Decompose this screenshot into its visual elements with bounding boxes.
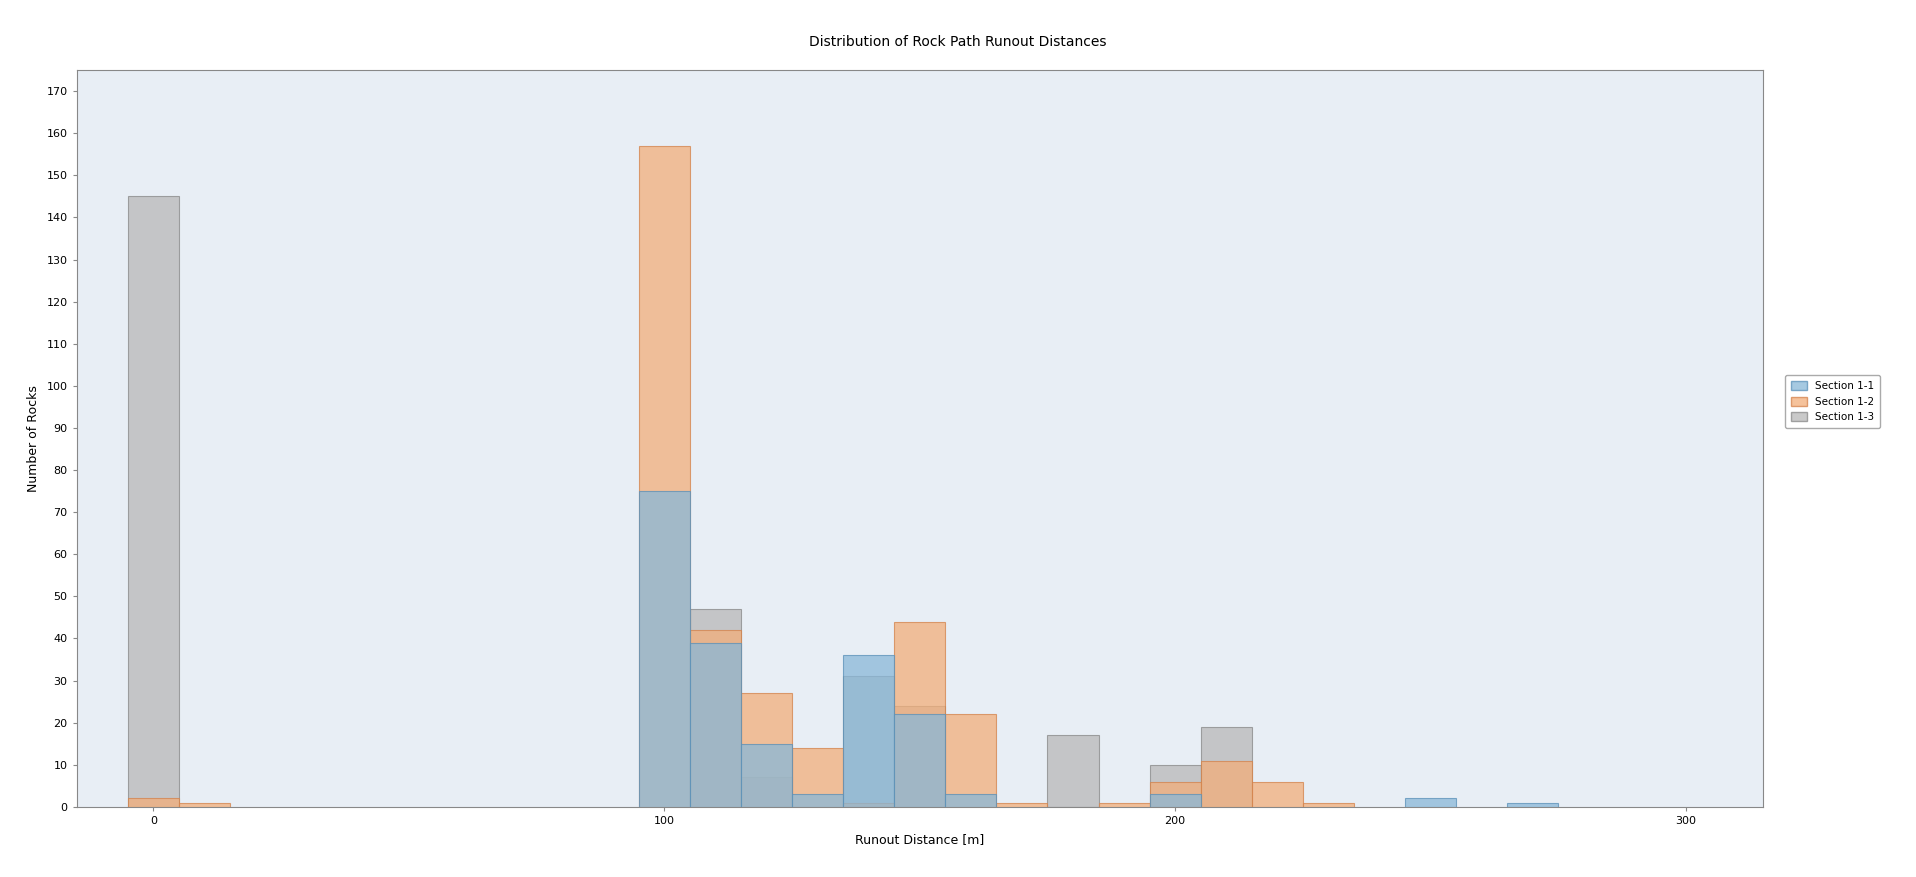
Bar xyxy=(128,196,178,807)
Bar xyxy=(843,655,895,807)
Text: Distribution of Rock Path Runout Distances: Distribution of Rock Path Runout Distanc… xyxy=(809,35,1107,49)
Bar xyxy=(996,802,1048,807)
Bar xyxy=(895,706,945,807)
Bar xyxy=(690,609,741,807)
Bar xyxy=(843,676,895,807)
Bar xyxy=(1303,802,1355,807)
Bar xyxy=(638,146,690,807)
Bar xyxy=(1150,765,1201,807)
Bar xyxy=(843,802,895,807)
Bar xyxy=(638,491,690,807)
Bar xyxy=(1150,781,1201,807)
Bar xyxy=(1404,798,1456,807)
Bar xyxy=(895,714,945,807)
Bar xyxy=(791,748,843,807)
Bar xyxy=(690,643,741,807)
Bar xyxy=(741,744,791,807)
Bar xyxy=(741,777,791,807)
Bar xyxy=(1201,727,1251,807)
Bar xyxy=(690,630,741,807)
Bar xyxy=(895,622,945,807)
Bar xyxy=(945,795,996,807)
Bar xyxy=(1251,781,1303,807)
Bar xyxy=(1048,735,1098,807)
Bar xyxy=(1098,802,1150,807)
Legend: Section 1-1, Section 1-2, Section 1-3: Section 1-1, Section 1-2, Section 1-3 xyxy=(1786,374,1880,429)
Bar xyxy=(945,714,996,807)
Bar xyxy=(1508,802,1558,807)
Bar xyxy=(1201,760,1251,807)
Y-axis label: Number of Rocks: Number of Rocks xyxy=(27,385,40,492)
Bar xyxy=(128,798,178,807)
Bar xyxy=(741,693,791,807)
Bar xyxy=(1150,795,1201,807)
X-axis label: Runout Distance [m]: Runout Distance [m] xyxy=(855,833,985,845)
Bar xyxy=(178,802,230,807)
Bar xyxy=(791,795,843,807)
